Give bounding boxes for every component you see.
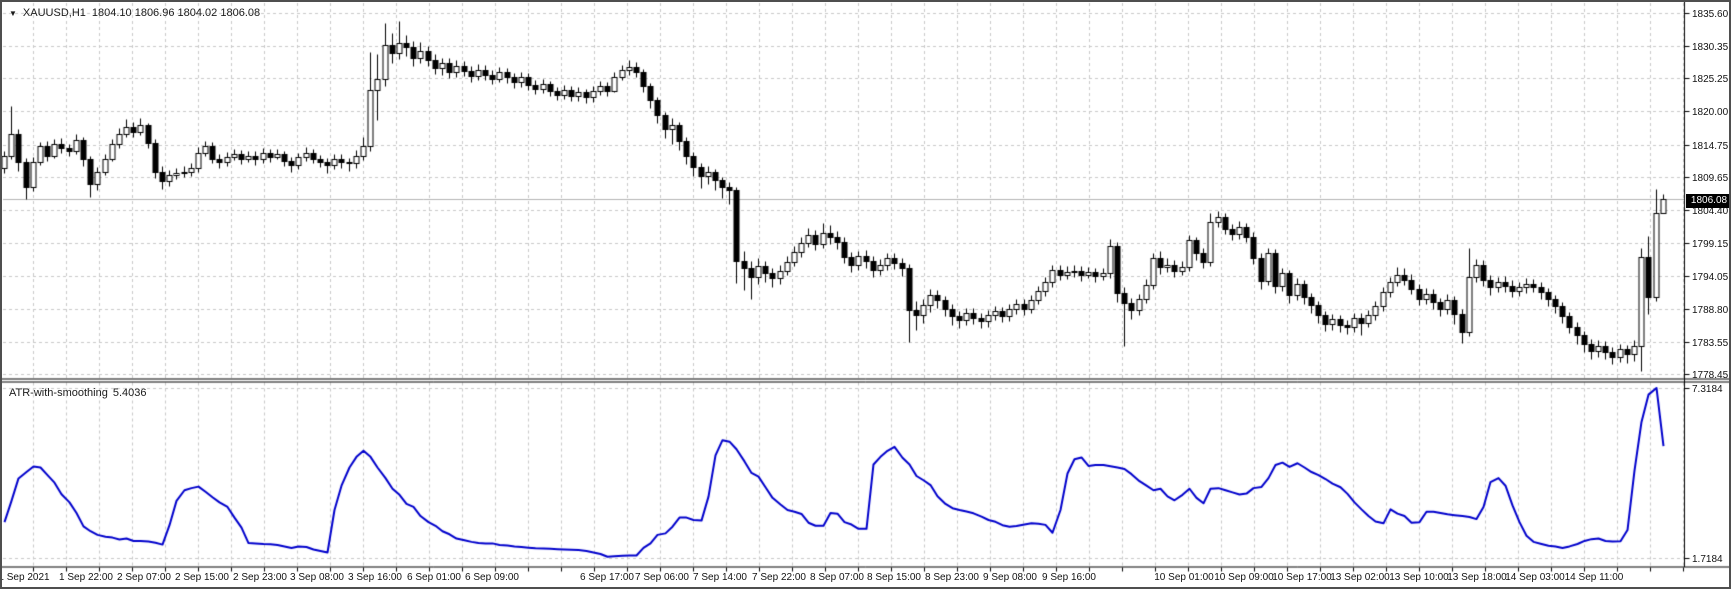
price-tick-label: 1835.60 <box>1692 8 1729 20</box>
time-tick-label: 14 Sep 11:00 <box>1564 572 1624 583</box>
indicator-tick-label: 1.7184 <box>1692 554 1723 565</box>
time-tick-label: 9 Sep 16:00 <box>1042 572 1096 583</box>
time-tick-label: 14 Sep 03:00 <box>1505 572 1565 583</box>
time-tick-label: 10 Sep 01:00 <box>1154 572 1214 583</box>
indicator-header: ATR-with-smoothing 5.4036 <box>9 387 146 399</box>
time-tick-label: 2 Sep 07:00 <box>117 572 171 583</box>
time-tick-label: 7 Sep 22:00 <box>752 572 806 583</box>
time-tick-label: 6 Sep 01:00 <box>407 572 461 583</box>
price-tick-label: 1820.00 <box>1692 107 1729 119</box>
chart-header: ▼ XAUUSD,H1 1804.10 1806.96 1804.02 1806… <box>9 7 260 19</box>
time-tick-label: 6 Sep 17:00 <box>580 572 634 583</box>
time-tick-label: 3 Sep 16:00 <box>348 572 402 583</box>
time-tick-label: 8 Sep 15:00 <box>867 572 921 583</box>
time-tick-label: 2 Sep 23:00 <box>233 572 287 583</box>
indicator-name-label: ATR-with-smoothing <box>9 387 108 399</box>
price-tick-label: 1783.55 <box>1692 338 1729 350</box>
time-tick-label: 10 Sep 09:00 <box>1214 572 1274 583</box>
time-tick-label: 13 Sep 18:00 <box>1447 572 1507 583</box>
indicator-tick-label: 7.3184 <box>1692 384 1723 395</box>
price-tick-label: 1830.35 <box>1692 41 1729 53</box>
indicator-value-label: 5.4036 <box>112 387 147 399</box>
pane-divider[interactable] <box>2 379 1729 386</box>
price-tick-label: 1814.75 <box>1692 140 1729 152</box>
time-tick-label: 2 Sep 15:00 <box>175 572 229 583</box>
time-tick-label: 7 Sep 06:00 <box>635 572 689 583</box>
price-tick-label: 1799.15 <box>1692 239 1729 251</box>
ohlc-readout: 1804.10 1806.96 1804.02 1806.08 <box>91 7 261 19</box>
time-tick-label: 8 Sep 07:00 <box>810 572 864 583</box>
price-tick-label: 1778.45 <box>1692 370 1729 382</box>
time-tick-label: 1 Sep 22:00 <box>59 572 113 583</box>
symbol-dropdown-icon[interactable]: ▼ <box>9 8 17 18</box>
time-tick-label: 3 Sep 08:00 <box>290 572 344 583</box>
time-tick-label: 1 Sep 2021 <box>0 572 50 583</box>
current-price-badge: 1806.08 <box>1686 194 1729 209</box>
price-tick-label: 1825.25 <box>1692 74 1729 86</box>
time-tick-label: 13 Sep 10:00 <box>1389 572 1449 583</box>
price-tick-label: 1809.65 <box>1692 172 1729 184</box>
price-tick-label: 1804.40 <box>1692 206 1729 218</box>
price-tick-label: 1794.05 <box>1692 271 1729 283</box>
time-tick-label: 9 Sep 08:00 <box>983 572 1037 583</box>
price-tick-label: 1788.80 <box>1692 304 1729 316</box>
time-tick-label: 10 Sep 17:00 <box>1272 572 1332 583</box>
time-tick-label: 6 Sep 09:00 <box>465 572 519 583</box>
time-tick-label: 7 Sep 14:00 <box>693 572 747 583</box>
time-tick-label: 13 Sep 02:00 <box>1330 572 1390 583</box>
symbol-period-label: XAUUSD,H1 <box>22 7 86 19</box>
time-tick-label: 8 Sep 23:00 <box>925 572 979 583</box>
